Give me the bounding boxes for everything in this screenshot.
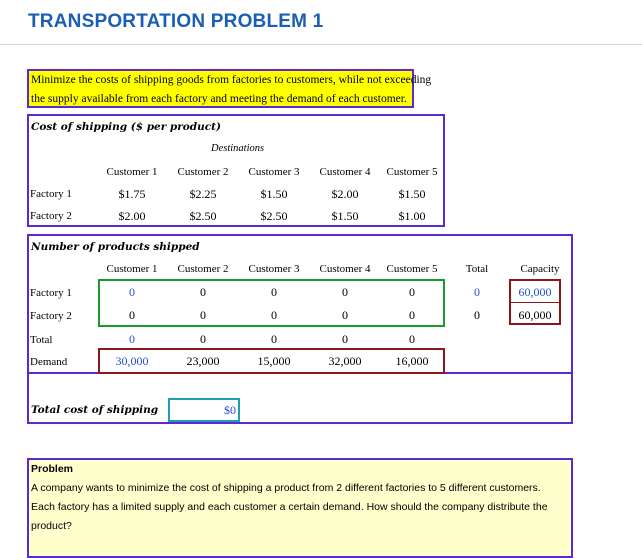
shipped-header-customer-5: Customer 5 [386, 263, 438, 275]
shipment-cell[interactable]: 0 [200, 308, 206, 322]
shipment-cell[interactable]: 0 [409, 285, 415, 299]
shipped-header-customer-2: Customer 2 [177, 263, 229, 275]
shipment-cell[interactable]: 0 [129, 308, 135, 322]
cost-header-customer-2: Customer 2 [177, 166, 229, 178]
total-cost-label: Total cost of shipping [31, 404, 159, 416]
row-total-cell[interactable]: 0 [474, 285, 480, 299]
problem-heading: Problem [31, 463, 74, 475]
cost-row-label-factory-1: Factory 1 [30, 188, 72, 200]
intro-line-2: the supply available from each factory a… [31, 93, 407, 105]
page-title: TRANSPORTATION PROBLEM 1 [28, 11, 324, 32]
intro-box[interactable]: Minimize the costs of shipping goods fro… [27, 69, 432, 108]
column-total-cell[interactable]: 0 [129, 332, 135, 346]
shipments-decision-range[interactable] [98, 279, 445, 327]
demand-cell[interactable]: 30,000 [115, 354, 149, 368]
cost-cell[interactable]: $1.50 [260, 187, 288, 201]
intro-line-1: Minimize the costs of shipping goods fro… [31, 74, 432, 86]
shipped-row-label-factory-2: Factory 2 [30, 310, 72, 322]
cost-cell[interactable]: $2.50 [260, 209, 288, 223]
demand-range[interactable] [98, 348, 445, 374]
cost-cell[interactable]: $2.00 [331, 187, 359, 201]
destinations-label: Destinations [211, 143, 265, 154]
demand-cell[interactable]: 16,000 [395, 354, 429, 368]
demand-cell[interactable]: 23,000 [186, 354, 220, 368]
shipped-header-customer-3: Customer 3 [248, 263, 300, 275]
cost-header-customer-4: Customer 4 [319, 166, 371, 178]
cost-cell[interactable]: $1.00 [398, 209, 426, 223]
cost-cell[interactable]: $1.50 [398, 187, 426, 201]
column-total-cell[interactable]: 0 [271, 332, 277, 346]
shipped-section-title: Number of products shipped [31, 241, 200, 253]
column-total-cell[interactable]: 0 [200, 332, 206, 346]
cost-header-customer-3: Customer 3 [248, 166, 300, 178]
cost-row-label-factory-2: Factory 2 [30, 210, 72, 222]
shipment-cell[interactable]: 0 [271, 285, 277, 299]
shipment-cell[interactable]: 0 [129, 285, 135, 299]
shipment-cell[interactable]: 0 [200, 285, 206, 299]
shipped-header-customer-4: Customer 4 [319, 263, 371, 275]
cost-header-customer-5: Customer 5 [386, 166, 438, 178]
problem-line-2: Each factory has a limited supply and ea… [31, 501, 548, 513]
cost-section[interactable] [27, 114, 445, 227]
row-total-cell[interactable]: 0 [474, 308, 480, 322]
shipped-header-customer-1: Customer 1 [106, 263, 158, 275]
cost-cell[interactable]: $2.25 [189, 187, 217, 201]
shipment-cell[interactable]: 0 [409, 308, 415, 322]
title-divider [0, 44, 642, 45]
total-cost-cell[interactable] [168, 398, 240, 422]
problem-box[interactable]: Problem A company wants to minimize the … [27, 458, 573, 558]
demand-cell[interactable]: 15,000 [257, 354, 291, 368]
demand-row-label: Demand [30, 356, 68, 368]
cost-section-title: Cost of shipping ($ per product) [31, 121, 221, 133]
problem-line-3: product? [31, 520, 72, 532]
demand-cell[interactable]: 32,000 [328, 354, 362, 368]
cost-cell[interactable]: $2.00 [118, 209, 146, 223]
shipped-header-capacity: Capacity [520, 263, 560, 275]
total-cost-value: $0 [224, 403, 236, 417]
cost-header-customer-1: Customer 1 [106, 166, 158, 178]
shipped-row-label-factory-1: Factory 1 [30, 287, 72, 299]
total-cost-section[interactable] [27, 372, 573, 424]
cost-cell[interactable]: $1.50 [331, 209, 359, 223]
column-total-cell[interactable]: 0 [342, 332, 348, 346]
capacity-cell[interactable]: 60,000 [518, 308, 552, 322]
cost-cell[interactable]: $1.75 [118, 187, 146, 201]
capacity-cell[interactable]: 60,000 [518, 285, 552, 299]
shipped-header-total: Total [465, 263, 489, 275]
cost-cell[interactable]: $2.50 [189, 209, 217, 223]
shipment-cell[interactable]: 0 [271, 308, 277, 322]
capacity-range[interactable] [509, 279, 561, 325]
column-total-cell[interactable]: 0 [409, 332, 415, 346]
shipment-cell[interactable]: 0 [342, 308, 348, 322]
problem-line-1: A company wants to minimize the cost of … [31, 482, 541, 494]
shipment-cell[interactable]: 0 [342, 285, 348, 299]
capacity-divider [511, 302, 559, 303]
total-row-label: Total [30, 334, 53, 346]
